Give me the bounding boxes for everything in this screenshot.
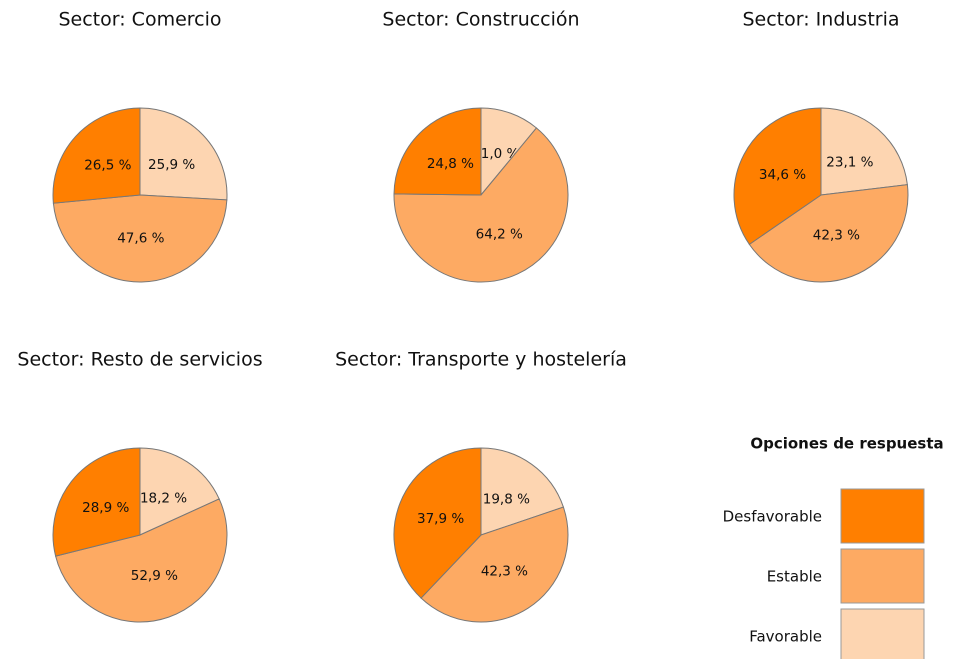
data-label: 19,8 % bbox=[483, 492, 530, 508]
pie-slice bbox=[733, 107, 822, 246]
data-label: 52,9 % bbox=[131, 568, 178, 584]
legend-label: Desfavorable bbox=[723, 508, 822, 526]
legend-swatch bbox=[840, 488, 925, 544]
pie-slice bbox=[52, 107, 141, 204]
pie-slice bbox=[480, 447, 565, 536]
pie-slice bbox=[52, 194, 228, 283]
data-label: 18,2 % bbox=[140, 490, 187, 506]
pie-slice bbox=[139, 447, 220, 536]
pie-slice bbox=[139, 107, 228, 201]
pie-slice bbox=[393, 127, 569, 283]
data-label: 25,9 % bbox=[148, 157, 195, 173]
legend-swatch bbox=[840, 608, 925, 659]
data-label: 23,1 % bbox=[826, 154, 873, 170]
data-label: 34,6 % bbox=[759, 167, 806, 183]
data-label: 42,3 % bbox=[481, 564, 528, 580]
data-label: 42,3 % bbox=[813, 228, 860, 244]
data-label: 47,6 % bbox=[117, 230, 164, 246]
pie-slice bbox=[393, 107, 482, 196]
legend-label: Estable bbox=[767, 568, 822, 586]
chart-title: Sector: Transporte y hostelería bbox=[335, 349, 627, 371]
pie-slice bbox=[393, 447, 482, 599]
chart-title: Sector: Resto de servicios bbox=[17, 349, 262, 371]
pie-slice bbox=[54, 498, 228, 623]
chart-title: Sector: Industria bbox=[742, 9, 899, 31]
pie-slice bbox=[420, 506, 569, 623]
legend-label: Favorable bbox=[749, 628, 822, 646]
chart-title: Sector: Construcción bbox=[382, 9, 579, 31]
data-label: 11,0 % bbox=[472, 146, 519, 162]
data-label: 64,2 % bbox=[476, 226, 523, 242]
data-label: 24,8 % bbox=[427, 156, 474, 172]
data-label: 37,9 % bbox=[417, 511, 464, 527]
pie-slice bbox=[748, 184, 909, 283]
chart-title: Sector: Comercio bbox=[58, 9, 221, 31]
pie-slice bbox=[52, 447, 141, 557]
legend-title: Opciones de respuesta bbox=[750, 435, 943, 453]
legend-swatch bbox=[840, 548, 925, 604]
pie-slice bbox=[820, 107, 908, 196]
data-label: 28,9 % bbox=[82, 500, 129, 516]
data-label: 26,5 % bbox=[84, 158, 131, 174]
